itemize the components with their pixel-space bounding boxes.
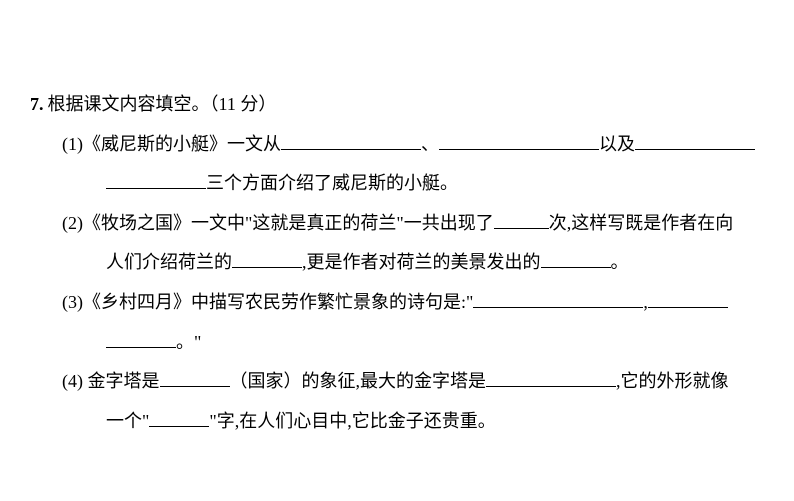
item4-cont2: "字,在人们心目中,它比金子还贵重。 [209, 411, 495, 431]
item4-label: (4) [62, 371, 83, 391]
blank-3-2b [106, 330, 176, 348]
sub-item-2: (2)《牧场之国》一文中"这就是真正的荷兰"一共出现了 次,这样写既是作者在向 [30, 204, 764, 244]
blank-1-2 [439, 132, 599, 150]
item2-text2: 次,这样写既是作者在向 [549, 213, 734, 233]
item4-text3: ,它的外形就像 [616, 371, 729, 391]
blank-4-2 [486, 369, 616, 387]
sub-item-1: (1)《威尼斯的小艇》一文从 、 以及 [30, 125, 764, 165]
item1-text1: 《威尼斯的小艇》一文从 [83, 134, 281, 154]
item4-text2: （国家）的象征,最大的金字塔是 [230, 371, 487, 391]
item1-text2: 以及 [599, 134, 635, 154]
question-points: 11 分 [219, 85, 259, 125]
question-title-start: 根据课文内容填空。（ [48, 85, 219, 125]
item1-cont1: 三个方面介绍了威尼斯的小艇。 [206, 173, 458, 193]
blank-4-1 [160, 369, 230, 387]
item1-label: (1) [62, 134, 83, 154]
item4-text1: 金字塔是 [83, 371, 160, 391]
blank-1-3b [106, 171, 206, 189]
blank-3-2a [648, 290, 728, 308]
question-number: 7. [30, 85, 44, 125]
item2-cont2: ,更是作者对荷兰的美景发出的 [302, 252, 541, 272]
sub-item-1-cont: 三个方面介绍了威尼斯的小艇。 [30, 164, 764, 204]
sub-item-4-cont: 一个" "字,在人们心目中,它比金子还贵重。 [30, 402, 764, 442]
item4-cont1: 一个" [106, 411, 149, 431]
blank-2-2 [232, 250, 302, 268]
blank-1-1 [281, 132, 421, 150]
sub-item-4: (4) 金字塔是 （国家）的象征,最大的金字塔是 ,它的外形就像 [30, 362, 764, 402]
blank-2-1 [494, 211, 549, 229]
item2-cont3: 。 [611, 252, 629, 272]
blank-1-3a [635, 132, 755, 150]
question-header: 7. 根据课文内容填空。（ 11 分 ） [30, 85, 764, 125]
item2-text1: 《牧场之国》一文中"这就是真正的荷兰"一共出现了 [83, 213, 494, 233]
question-container: 7. 根据课文内容填空。（ 11 分 ） (1)《威尼斯的小艇》一文从 、 以及 三… [30, 85, 764, 441]
item1-sep1: 、 [421, 134, 439, 154]
item3-text1: 《乡村四月》中描写农民劳作繁忙景象的诗句是:" [83, 292, 473, 312]
blank-3-1 [473, 290, 643, 308]
item3-label: (3) [62, 292, 83, 312]
sub-item-2-cont: 人们介绍荷兰的 ,更是作者对荷兰的美景发出的 。 [30, 243, 764, 283]
item3-cont1: 。" [176, 332, 201, 352]
item2-cont1: 人们介绍荷兰的 [106, 252, 232, 272]
sub-item-3: (3)《乡村四月》中描写农民劳作繁忙景象的诗句是:", [30, 283, 764, 323]
item2-label: (2) [62, 213, 83, 233]
blank-2-3 [541, 250, 611, 268]
sub-item-3-cont: 。" [30, 323, 764, 363]
blank-4-3 [149, 409, 209, 427]
question-title-end: ） [258, 85, 276, 125]
